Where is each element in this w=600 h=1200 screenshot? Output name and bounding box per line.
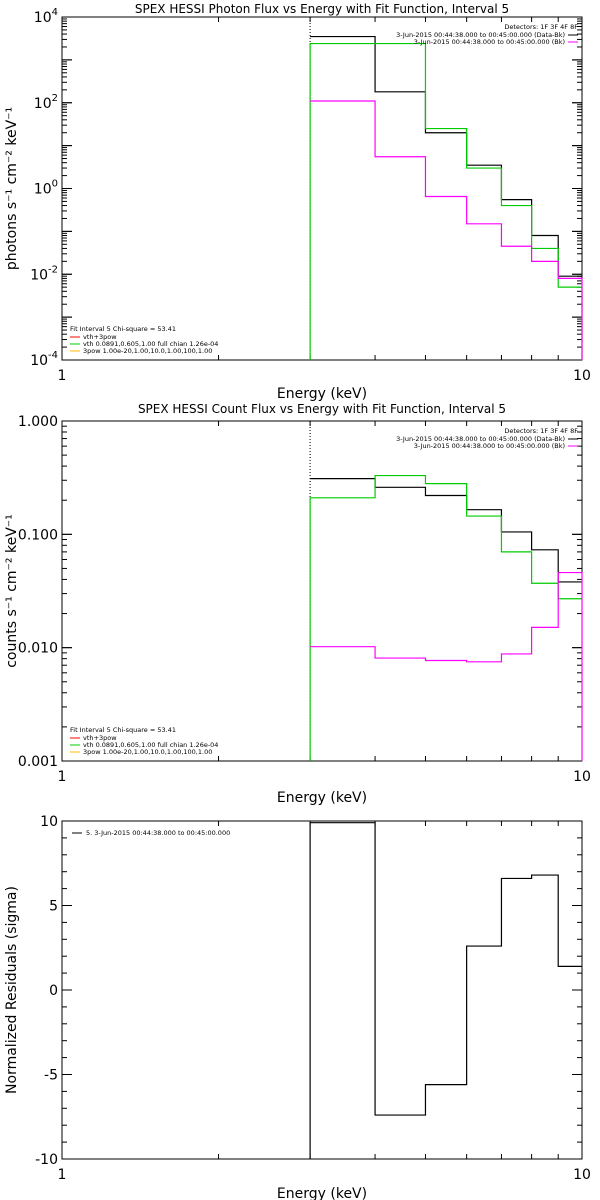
plot-frame — [61, 420, 583, 762]
y-tick-label: 0.010 — [18, 641, 58, 657]
y-tick-label: -5 — [44, 1068, 58, 1084]
data-series-1 — [310, 35, 582, 277]
x-tick-label: 1 — [58, 769, 67, 785]
chart-title: SPEX HESSI Photon Flux vs Energy with Fi… — [135, 2, 509, 16]
x-tick-label: 1 — [58, 368, 67, 384]
legend-entry: 5. 3-Jun-2015 00:44:38.000 to 00:45:00.0… — [86, 829, 230, 837]
legend-entry: vth+3pow — [83, 734, 117, 742]
legend-entry: 3-Jun-2015 00:44:38.000 to 00:45:00.000 … — [414, 38, 565, 46]
y-tick-label: 10-4 — [30, 350, 58, 369]
legend-header: Fit Interval 5 Chi-square = 53.41 — [70, 325, 176, 333]
y-tick-label: 10-2 — [30, 264, 58, 283]
chart-panel-2: SPEX HESSI Count Flux vs Energy with Fit… — [4, 402, 591, 806]
legend-header: Detectors: 1F 3F 4F 8F — [504, 23, 578, 31]
x-tick-label: 10 — [573, 1167, 591, 1183]
x-tick-label: 10 — [573, 769, 591, 785]
data-series-2 — [309, 42, 583, 360]
legend-header: Detectors: 1F 3F 4F 8F — [504, 427, 578, 435]
y-axis-label: photons s⁻¹ cm⁻² keV⁻¹ — [4, 107, 20, 270]
legend-header: Fit Interval 5 Chi-square = 53.41 — [70, 726, 176, 734]
data-series-2 — [309, 474, 582, 761]
x-axis-label: Energy (keV) — [277, 386, 367, 402]
legend-entry: 3pow 1.00e-20,1.00,10.0,1.00,100,1.00 — [83, 748, 212, 756]
y-tick-label: 102 — [34, 93, 58, 112]
x-tick-label: 10 — [573, 368, 591, 384]
y-axis-label: counts s⁻¹ cm⁻² keV⁻¹ — [4, 514, 20, 668]
y-tick-label: 0 — [49, 983, 58, 999]
legend-entry: vth 0.0891,0.605,1.00 full chian 1.26e-0… — [83, 741, 218, 749]
chart-panel-1: SPEX HESSI Photon Flux vs Energy with Fi… — [4, 2, 591, 402]
y-axis-label: Normalized Residuals (sigma) — [4, 886, 20, 1094]
chart-title: SPEX HESSI Count Flux vs Energy with Fit… — [138, 402, 506, 416]
x-axis-label: Energy (keV) — [277, 790, 367, 806]
legend-entry: 3-Jun-2015 00:44:38.000 to 00:45:00.000 … — [396, 435, 565, 443]
y-tick-label: -10 — [35, 1152, 58, 1168]
y-tick-label: 0.100 — [18, 527, 58, 543]
y-tick-label: 1.000 — [18, 414, 58, 430]
data-series-3 — [310, 571, 583, 761]
x-tick-label: 1 — [58, 1167, 67, 1183]
y-tick-label: 100 — [34, 179, 58, 198]
y-tick-label: 5 — [49, 899, 58, 915]
plot-frame — [61, 820, 583, 1160]
legend-entry: vth+3pow — [83, 333, 117, 341]
data-series-1 — [310, 478, 582, 583]
data-series-3 — [310, 100, 583, 360]
chart-panel-3: 1 10 -10 -5 0 5 10 Energy (keV) Normalized Resid… — [4, 814, 591, 1200]
legend-entry: 3pow 1.00e-20,1.00,10.0,1.00,100,1.00 — [83, 347, 212, 355]
plot-frame — [61, 16, 583, 361]
legend-entry: vth 0.0891,0.605,1.00 full chian 1.26e-0… — [83, 340, 218, 348]
y-tick-label: 104 — [34, 7, 58, 26]
y-tick-label: 0.001 — [18, 754, 58, 770]
x-axis-label: Energy (keV) — [277, 1186, 367, 1200]
legend-entry: 3-Jun-2015 00:44:38.000 to 00:45:00.000 … — [414, 442, 565, 450]
y-tick-label: 10 — [40, 814, 58, 830]
data-series-1 — [309, 822, 582, 1159]
legend-entry: 3-Jun-2015 00:44:38.000 to 00:45:00.000 … — [396, 31, 565, 39]
